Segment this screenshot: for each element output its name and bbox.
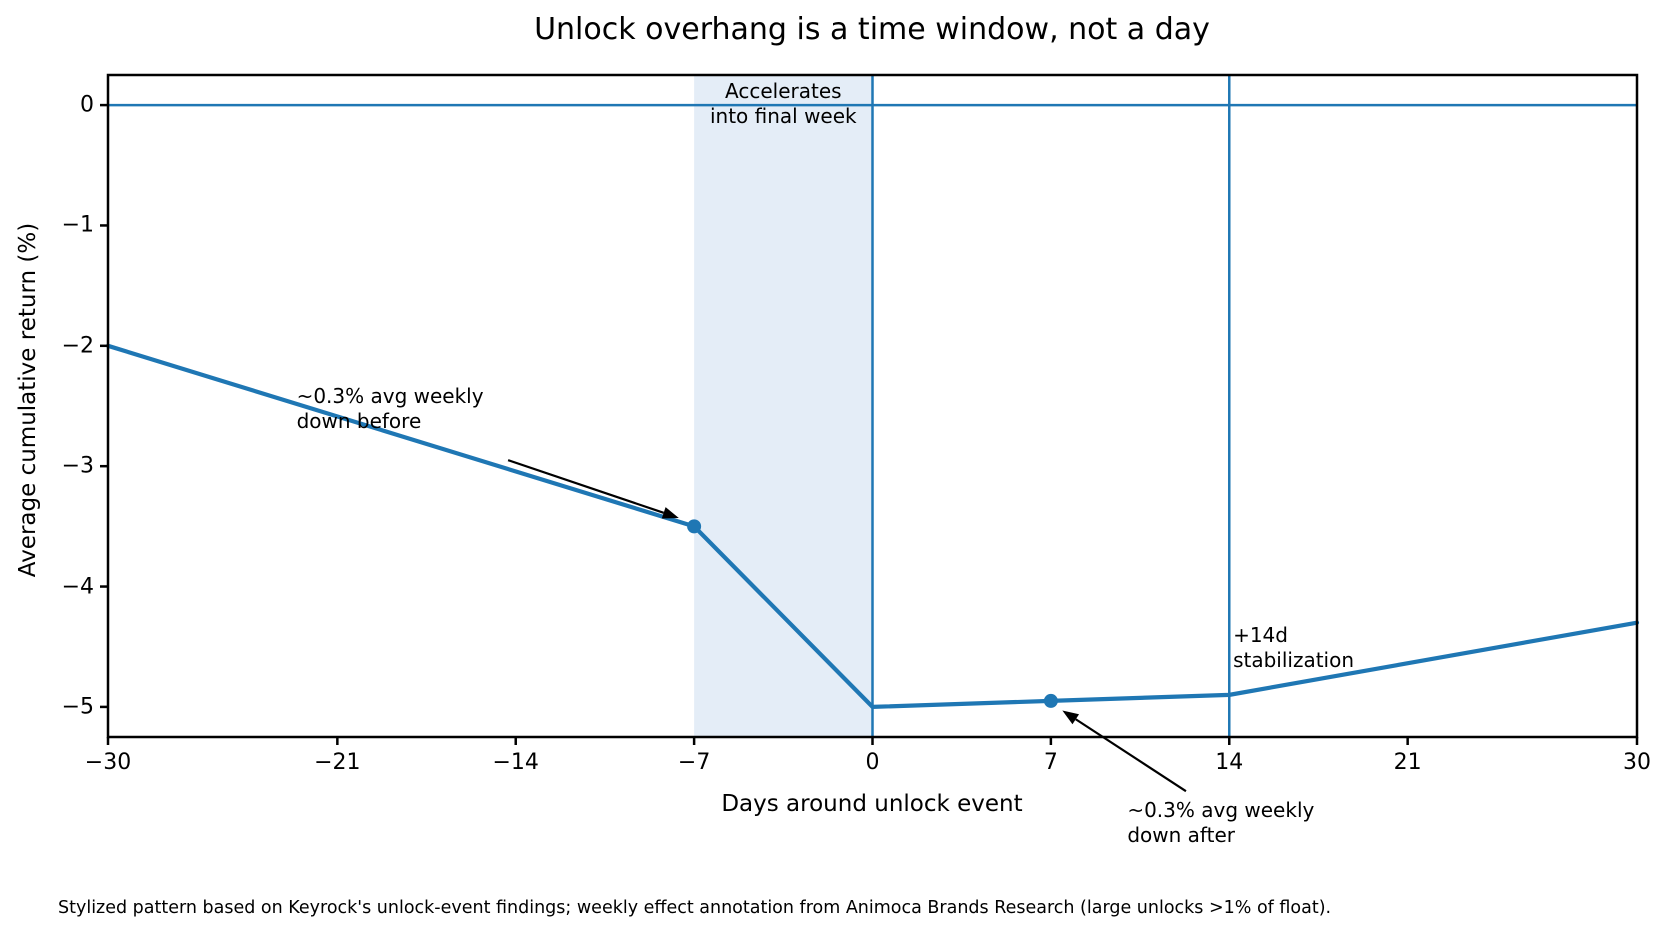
x-tick-label: 21 xyxy=(1393,750,1422,775)
annotation-14d-stabilization: +14d stabilization xyxy=(1233,623,1354,673)
x-tick-label: 7 xyxy=(1043,750,1058,775)
y-tick-label: −5 xyxy=(61,694,94,720)
source-note: Stylized pattern based on Keyrock's unlo… xyxy=(58,898,1332,918)
annotation-line: into final week xyxy=(709,103,857,128)
y-tick-label: 0 xyxy=(80,92,94,118)
y-tick-label: −4 xyxy=(61,574,94,600)
y-tick-label: −1 xyxy=(61,212,94,238)
x-tick-label: −30 xyxy=(84,750,132,775)
x-tick-label: 14 xyxy=(1215,750,1244,775)
x-tick-label: 30 xyxy=(1623,750,1651,775)
x-tick-label: −14 xyxy=(492,750,539,775)
annotation-line: down before xyxy=(296,409,422,434)
annotation-line: Accelerates xyxy=(725,78,842,103)
y-tick-label: −2 xyxy=(61,333,94,359)
annotation-weekly-down-before: ~0.3% avg weekly down before xyxy=(297,384,484,434)
y-tick-label: −3 xyxy=(61,453,94,479)
x-tick-label: −7 xyxy=(677,750,711,775)
chart-title: Unlock overhang is a time window, not a … xyxy=(534,12,1210,47)
annotation-line: down after xyxy=(1127,823,1235,848)
x-axis-label: Days around unlock event xyxy=(721,791,1023,817)
annotation-line: stabilization xyxy=(1233,647,1355,672)
annotation-line: ~0.3% avg weekly xyxy=(296,384,484,409)
annotation-line: +14d xyxy=(1233,622,1288,647)
annotation-line: ~0.3% avg weekly xyxy=(1127,798,1315,823)
annotation-weekly-down-after: ~0.3% avg weekly down after xyxy=(1127,798,1314,848)
x-tick-label: −21 xyxy=(314,750,361,775)
x-tick-label: 0 xyxy=(865,750,880,775)
annotation-accelerates-final-week: Accelerates into final week xyxy=(710,79,857,129)
